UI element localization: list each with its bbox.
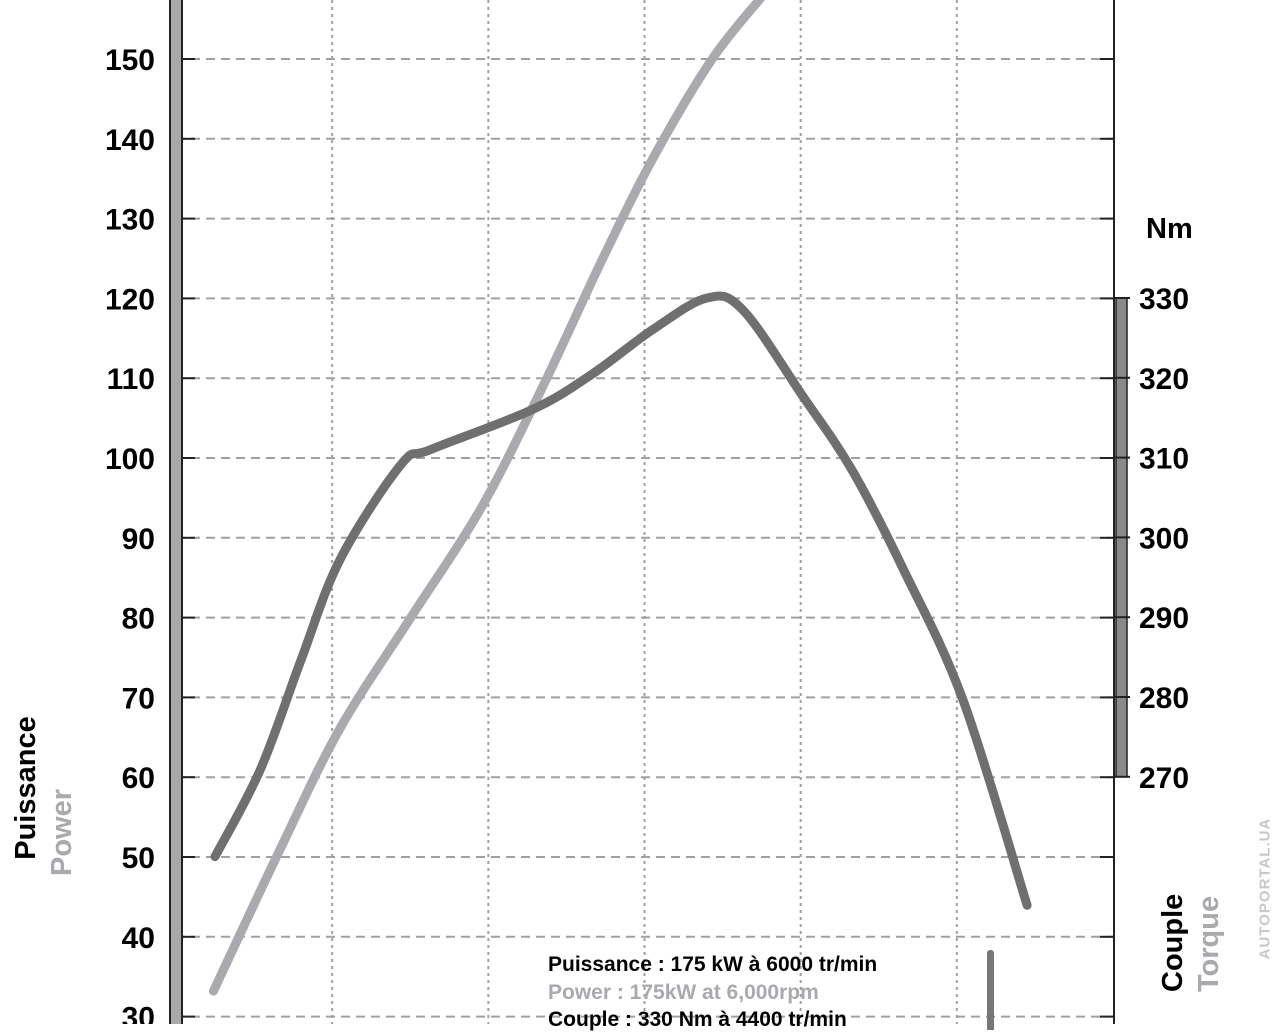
right-tick-label: 330 — [1139, 283, 1189, 316]
left-tick-label: 60 — [122, 762, 155, 795]
left-axis-bar — [169, 0, 183, 1024]
legend-bar — [987, 950, 994, 1030]
spec-power-fr: Puissance : 175 kW à 6000 tr/min — [548, 953, 878, 976]
left-axis-title-fr: Puissance — [10, 716, 42, 860]
left-tick-label: 150 — [105, 44, 155, 77]
left-tick-label: 30 — [122, 1002, 155, 1024]
right-axis-unit: Nm — [1146, 213, 1193, 245]
spec-power-en: Power : 175kW at 6,000rpm — [548, 981, 819, 1004]
left-tick-label: 40 — [122, 922, 155, 955]
right-tick-label: 280 — [1139, 682, 1189, 715]
left-tick-label: 130 — [105, 204, 155, 237]
torque-curve — [210, 291, 1032, 910]
right-axis-title: Couple Torque — [1155, 820, 1235, 1000]
right-axis-title-en: Torque — [1193, 895, 1225, 992]
left-axis-title: Puissance Power — [8, 688, 88, 888]
right-tick-label: 310 — [1139, 443, 1189, 476]
spec-legend: Puissance : 175 kW à 6000 tr/min Power :… — [548, 950, 877, 1033]
spec-torque-fr: Couple : 330 Nm à 4400 tr/min — [548, 1008, 847, 1031]
watermark: AUTOPORTAL.UA — [1256, 817, 1274, 960]
left-tick-label: 140 — [105, 124, 155, 157]
left-axis-title-en: Power — [46, 788, 78, 876]
right-tick-label: 270 — [1139, 762, 1189, 795]
right-tick-label: 290 — [1139, 602, 1189, 635]
right-tick-label: 300 — [1139, 522, 1189, 555]
left-tick-label: 110 — [107, 363, 155, 396]
left-tick-label: 80 — [122, 603, 155, 636]
left-tick-label: 50 — [122, 842, 155, 875]
right-tick-label: 320 — [1139, 363, 1189, 396]
left-tick-label: 100 — [105, 443, 155, 476]
left-tick-label: 70 — [122, 682, 155, 715]
right-axis-title-fr: Couple — [1157, 893, 1189, 992]
left-tick-label: 120 — [105, 283, 155, 316]
power-curve — [208, 0, 766, 996]
left-tick-label: 90 — [122, 523, 155, 556]
